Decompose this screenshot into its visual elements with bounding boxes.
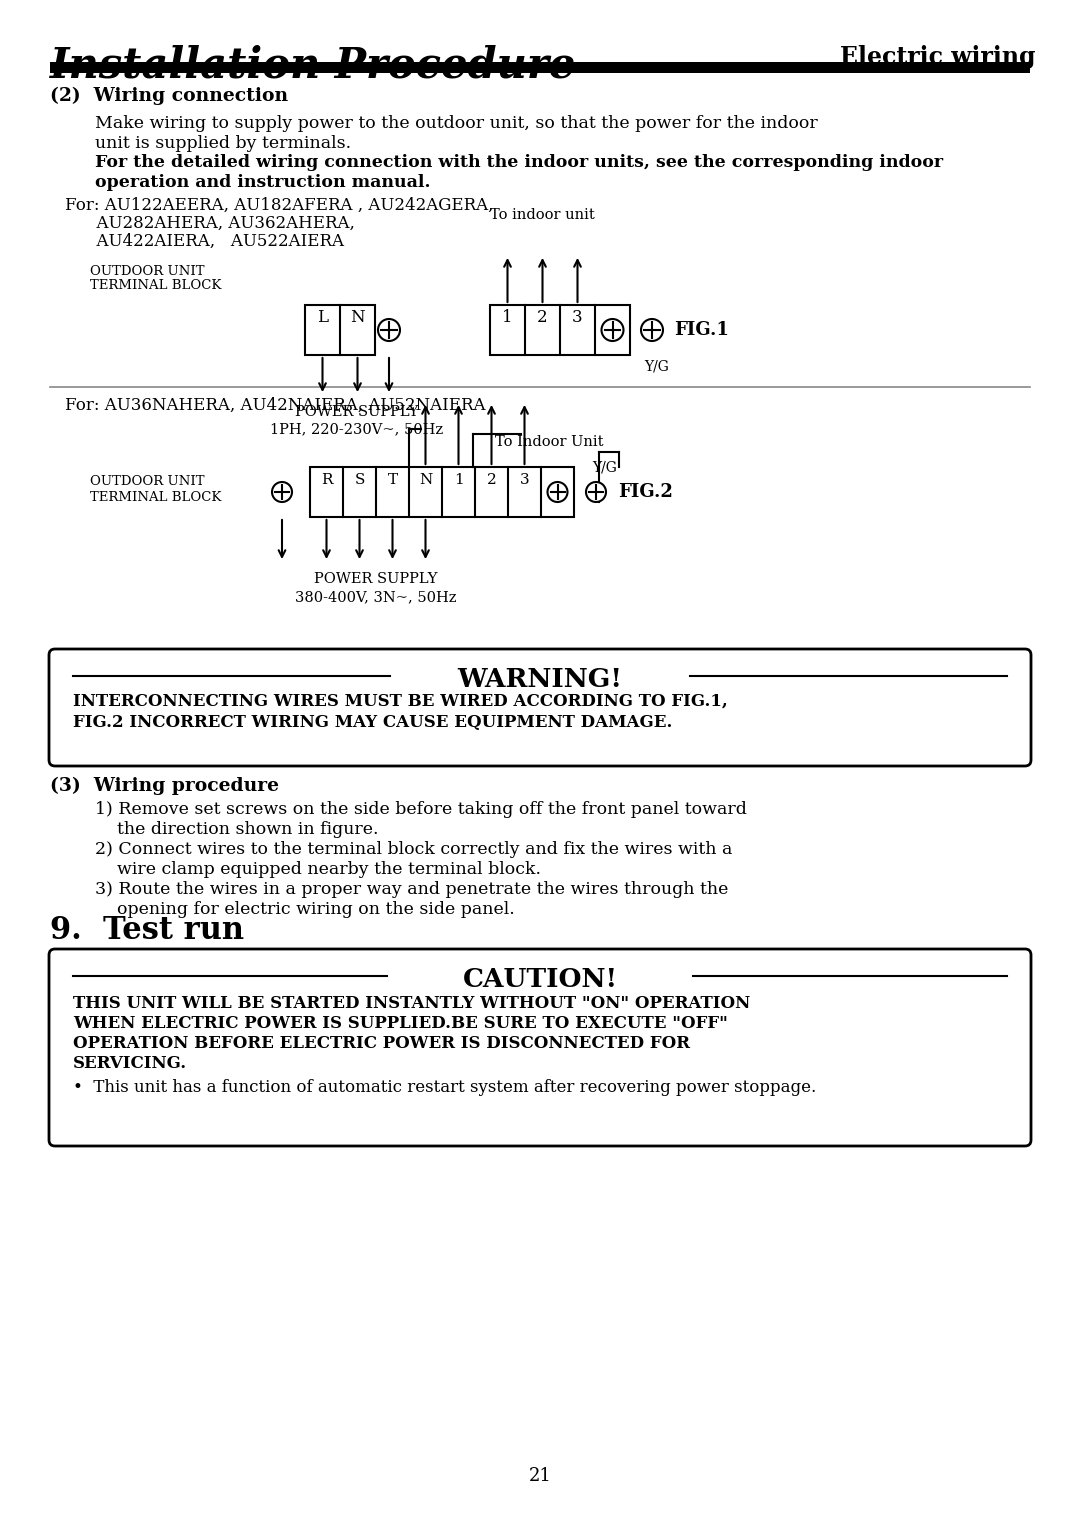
Text: 3) Route the wires in a proper way and penetrate the wires through the: 3) Route the wires in a proper way and p…	[95, 881, 728, 898]
Bar	[305, 305, 375, 355]
Circle shape	[602, 319, 623, 341]
Text: CAUTION!: CAUTION!	[462, 967, 618, 992]
Text: 3: 3	[519, 473, 529, 487]
Text: OUTDOOR UNIT: OUTDOOR UNIT	[90, 474, 204, 488]
Circle shape	[548, 482, 567, 502]
Text: For: AU36NAHERA, AU42NAIERA, AU52NAIERA: For: AU36NAHERA, AU42NAIERA, AU52NAIERA	[65, 398, 486, 414]
Text: INTERCONNECTING WIRES MUST BE WIRED ACCORDING TO FIG.1,: INTERCONNECTING WIRES MUST BE WIRED ACCO…	[73, 692, 728, 711]
Text: OUTDOOR UNIT: OUTDOOR UNIT	[90, 266, 204, 278]
Circle shape	[378, 319, 400, 341]
Text: Make wiring to supply power to the outdoor unit, so that the power for the indoo: Make wiring to supply power to the outdo…	[95, 115, 818, 132]
Text: (2)  Wiring connection: (2) Wiring connection	[50, 87, 288, 106]
Text: 2: 2	[537, 309, 548, 325]
Text: 1PH, 220-230V~, 50Hz: 1PH, 220-230V~, 50Hz	[270, 422, 444, 436]
Text: operation and instruction manual.: operation and instruction manual.	[95, 173, 431, 190]
Text: T: T	[388, 473, 397, 487]
Text: SERVICING.: SERVICING.	[73, 1055, 187, 1071]
Text: Y/G: Y/G	[644, 361, 669, 375]
Text: TERMINAL BLOCK: TERMINAL BLOCK	[90, 491, 221, 503]
Text: 3: 3	[572, 309, 583, 325]
Text: S: S	[354, 473, 365, 487]
Text: To indoor unit: To indoor unit	[490, 209, 595, 223]
Text: WARNING!: WARNING!	[458, 668, 622, 692]
Circle shape	[642, 319, 663, 341]
Bar	[50, 61, 1030, 74]
Text: POWER SUPPLY: POWER SUPPLY	[295, 405, 419, 419]
Text: L: L	[318, 309, 328, 325]
Text: TERMINAL BLOCK: TERMINAL BLOCK	[90, 279, 221, 292]
Text: unit is supplied by terminals.: unit is supplied by terminals.	[95, 135, 351, 152]
Text: FIG.2 INCORRECT WIRING MAY CAUSE EQUIPMENT DAMAGE.: FIG.2 INCORRECT WIRING MAY CAUSE EQUIPME…	[73, 714, 673, 731]
Text: FIG.2: FIG.2	[618, 484, 673, 500]
Text: 2) Connect wires to the terminal block correctly and fix the wires with a: 2) Connect wires to the terminal block c…	[95, 841, 732, 858]
Bar	[310, 467, 573, 517]
Text: 1: 1	[502, 309, 513, 325]
Text: opening for electric wiring on the side panel.: opening for electric wiring on the side …	[95, 901, 515, 918]
Text: N: N	[419, 473, 432, 487]
Circle shape	[586, 482, 606, 502]
Text: To Indoor Unit: To Indoor Unit	[495, 434, 604, 450]
Circle shape	[272, 482, 292, 502]
Text: wire clamp equipped nearby the terminal block.: wire clamp equipped nearby the terminal …	[95, 861, 541, 878]
Text: N: N	[350, 309, 365, 325]
Text: the direction shown in figure.: the direction shown in figure.	[95, 821, 378, 838]
Text: FIG.1: FIG.1	[674, 321, 729, 339]
Text: (3)  Wiring procedure: (3) Wiring procedure	[50, 777, 279, 795]
Text: R: R	[321, 473, 333, 487]
Text: AU282AHERA, AU362AHERA,: AU282AHERA, AU362AHERA,	[65, 215, 355, 232]
Text: 380-400V, 3N~, 50Hz: 380-400V, 3N~, 50Hz	[295, 589, 457, 603]
Text: 21: 21	[528, 1467, 552, 1484]
Text: 1) Remove set screws on the side before taking off the front panel toward: 1) Remove set screws on the side before …	[95, 801, 747, 818]
Text: OPERATION BEFORE ELECTRIC POWER IS DISCONNECTED FOR: OPERATION BEFORE ELECTRIC POWER IS DISCO…	[73, 1035, 690, 1051]
Text: Electric wiring: Electric wiring	[839, 45, 1035, 69]
Text: Y/G: Y/G	[592, 460, 617, 474]
Text: THIS UNIT WILL BE STARTED INSTANTLY WITHOUT "ON" OPERATION: THIS UNIT WILL BE STARTED INSTANTLY WITH…	[73, 995, 751, 1012]
Text: Installation Procedure: Installation Procedure	[50, 45, 577, 87]
Text: 1: 1	[454, 473, 463, 487]
Bar	[490, 305, 630, 355]
Text: •  This unit has a function of automatic restart system after recovering power s: • This unit has a function of automatic …	[73, 1079, 816, 1096]
Text: 9.  Test run: 9. Test run	[50, 915, 244, 946]
FancyBboxPatch shape	[49, 949, 1031, 1147]
Text: For the detailed wiring connection with the indoor units, see the corresponding : For the detailed wiring connection with …	[95, 154, 943, 170]
Text: AU422AIERA,   AU522AIERA: AU422AIERA, AU522AIERA	[65, 233, 345, 250]
Text: 2: 2	[487, 473, 497, 487]
FancyBboxPatch shape	[49, 649, 1031, 766]
Text: For: AU122AEERA, AU182AFERA , AU242AGERA,: For: AU122AEERA, AU182AFERA , AU242AGERA…	[65, 196, 494, 213]
Text: WHEN ELECTRIC POWER IS SUPPLIED.BE SURE TO EXECUTE "OFF": WHEN ELECTRIC POWER IS SUPPLIED.BE SURE …	[73, 1015, 728, 1032]
Text: POWER SUPPLY: POWER SUPPLY	[314, 573, 437, 586]
